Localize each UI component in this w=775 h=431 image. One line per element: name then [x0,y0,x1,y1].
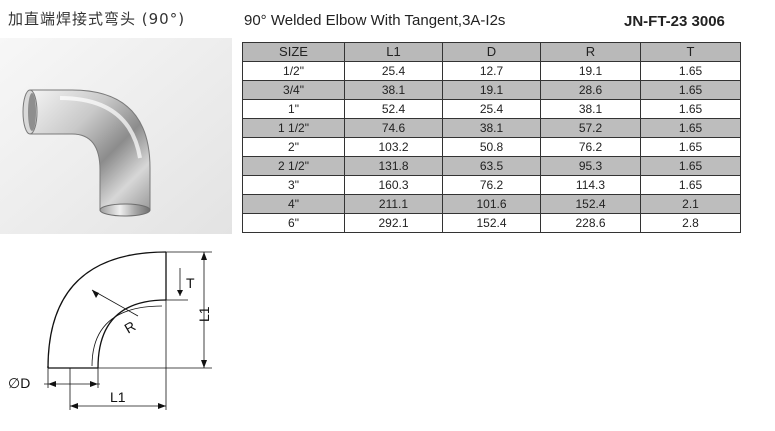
table-row: 3" 160.3 76.2 114.3 1.65 [242,175,741,195]
cell-r: 38.1 [540,99,641,119]
table-row: 1/2" 25.4 12.7 19.1 1.65 [242,61,741,81]
cell-t: 1.65 [640,61,741,81]
dimension-table: SIZE L1 D R T 1/2" 25.4 12.7 19.1 1.65 3… [242,42,741,233]
cell-r: 114.3 [540,175,641,195]
r-leader-line [91,289,139,317]
cell-d: 152.4 [442,213,541,233]
table-header-row: SIZE L1 D R T [242,42,741,62]
table-row: 2" 103.2 50.8 76.2 1.65 [242,137,741,157]
elbow-outer-wall [47,251,167,369]
cell-r: 95.3 [540,156,641,176]
col-r: R [540,42,641,62]
cell-l1: 38.1 [344,80,443,100]
cell-l1: 25.4 [344,61,443,81]
chinese-title: 加直端焊接式弯头 (90°) [8,10,186,28]
dimension-drawing: T L1 R ∅D L1 [8,251,212,410]
cell-d: 25.4 [442,99,541,119]
cell-d: 63.5 [442,156,541,176]
cell-r: 19.1 [540,61,641,81]
cell-size: 4" [242,194,345,214]
cell-size: 1/2" [242,61,345,81]
elbow-photo [0,38,232,234]
cell-l1: 131.8 [344,156,443,176]
cell-size: 3" [242,175,345,195]
table-row: 3/4" 38.1 19.1 28.6 1.65 [242,80,741,100]
cell-l1: 292.1 [344,213,443,233]
cell-r: 152.4 [540,194,641,214]
cell-size: 3/4" [242,80,345,100]
table-row: 1" 52.4 25.4 38.1 1.65 [242,99,741,119]
cell-l1: 211.1 [344,194,443,214]
wall-thickness-line [91,305,163,367]
cell-l1: 74.6 [344,118,443,138]
cell-r: 57.2 [540,118,641,138]
l1-horizontal-label: L1 [110,389,126,405]
cell-d: 12.7 [442,61,541,81]
table-row: 6" 292.1 152.4 228.6 2.8 [242,213,741,233]
cell-l1: 103.2 [344,137,443,157]
cell-t: 2.1 [640,194,741,214]
col-size: SIZE [242,42,345,62]
cell-r: 76.2 [540,137,641,157]
cell-size: 2 1/2" [242,156,345,176]
cell-size: 1 1/2" [242,118,345,138]
r-label: R [122,318,139,337]
cell-t: 1.65 [640,99,741,119]
cell-t: 1.65 [640,175,741,195]
l1-vertical-label: L1 [196,306,212,322]
cell-size: 1" [242,99,345,119]
cell-d: 50.8 [442,137,541,157]
table-row: 2 1/2" 131.8 63.5 95.3 1.65 [242,156,741,176]
cell-t: 1.65 [640,156,741,176]
cell-t: 1.65 [640,118,741,138]
col-l1: L1 [344,42,443,62]
cell-t: 1.65 [640,137,741,157]
cell-size: 2" [242,137,345,157]
cell-d: 19.1 [442,80,541,100]
d-label: ∅D [8,375,30,391]
cell-r: 228.6 [540,213,641,233]
col-d: D [442,42,541,62]
cell-l1: 52.4 [344,99,443,119]
t-label: T [186,275,195,291]
cell-d: 101.6 [442,194,541,214]
cell-d: 76.2 [442,175,541,195]
cell-size: 6" [242,213,345,233]
cell-r: 28.6 [540,80,641,100]
cell-t: 2.8 [640,213,741,233]
table-row: 1 1/2" 74.6 38.1 57.2 1.65 [242,118,741,138]
cell-l1: 160.3 [344,175,443,195]
table-row: 4" 211.1 101.6 152.4 2.1 [242,194,741,214]
col-t: T [640,42,741,62]
product-code: JN-FT-23 3006 [624,13,725,30]
cell-d: 38.1 [442,118,541,138]
english-title: 90° Welded Elbow With Tangent,3A-I2s [244,12,506,29]
cell-t: 1.65 [640,80,741,100]
